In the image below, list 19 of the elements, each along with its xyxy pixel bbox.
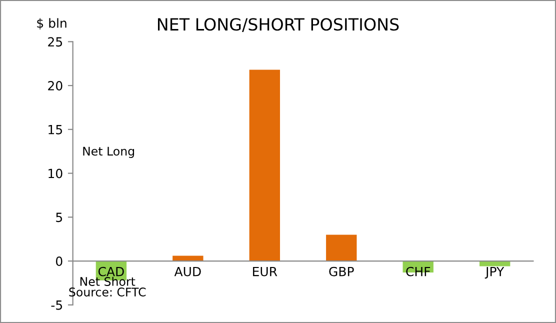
y-tick-label: 0 [56, 256, 62, 266]
x-tick-label: AUD [174, 266, 201, 276]
y-tick-label: 15 [48, 125, 62, 134]
annotation: Net Long [83, 146, 134, 158]
bar [326, 234, 357, 262]
chart-title: NET LONG/SHORT POSITIONS [158, 18, 399, 32]
bar [249, 70, 280, 262]
y-tick-label: 10 [48, 168, 62, 178]
y-tick-label: 5 [56, 212, 62, 222]
y-tick-label: 20 [48, 81, 62, 90]
x-tick-label: CAD [98, 266, 124, 276]
x-tick-label: EUR [253, 266, 278, 276]
y-axis-title: $ bln [37, 18, 66, 30]
y-tick-label: -5 [51, 300, 62, 310]
y-tick-label: 25 [48, 37, 62, 47]
bar [479, 261, 510, 266]
x-tick-label: GBP [329, 266, 354, 276]
annotation: Source: CFTC [69, 288, 146, 296]
x-tick-label: JPY [484, 266, 504, 279]
